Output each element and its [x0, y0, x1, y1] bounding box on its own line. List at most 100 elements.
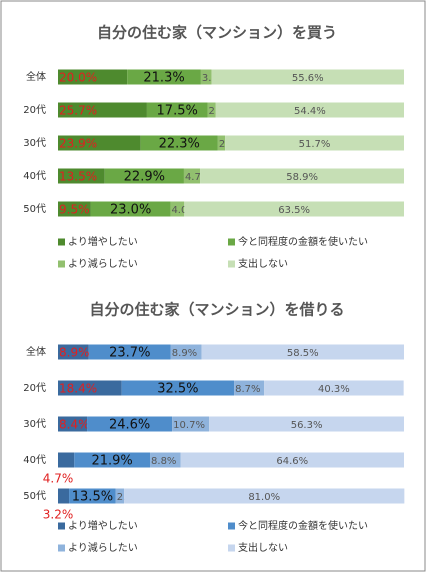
bar-segment — [146, 102, 208, 118]
legend-swatch — [58, 522, 65, 530]
value-label: 13.5% — [72, 490, 113, 505]
bar-segment — [201, 344, 404, 360]
bar-segment — [209, 416, 404, 432]
category-label: 50代 — [23, 490, 46, 502]
bar-segment — [184, 201, 404, 217]
bar-segment — [124, 488, 405, 504]
value-label: 58.5% — [287, 348, 319, 359]
bar-segment — [172, 416, 210, 432]
frame — [0, 0, 426, 572]
bar-segment — [58, 380, 122, 396]
bar-segment — [58, 69, 128, 85]
bar-segment — [207, 102, 216, 118]
value-label: 17.5% — [157, 104, 198, 119]
value-label: 8.9% — [59, 346, 90, 360]
category-label: 30代 — [23, 137, 46, 149]
bar-segment — [58, 344, 89, 360]
legend-label: 今と同程度の金額を使いたい — [238, 235, 368, 248]
chart-title: 自分の住む家（マンション）を買う — [97, 24, 337, 42]
legend-swatch — [228, 238, 235, 246]
value-label: 24.6% — [109, 418, 150, 433]
value-label: 55.6% — [292, 73, 324, 84]
bar-segment — [150, 452, 181, 468]
bar-segment — [127, 69, 201, 85]
legend-label: 今と同程度の金額を使いたい — [238, 519, 368, 532]
bar-segment — [170, 201, 185, 217]
bar-segment — [90, 201, 171, 217]
legend-label: より減らしたい — [68, 257, 138, 270]
value-label: 23.0% — [110, 203, 151, 218]
category-label: 50代 — [23, 203, 46, 215]
legend-swatch — [58, 260, 65, 268]
bar-segment — [140, 135, 218, 151]
bar-segment — [74, 452, 151, 468]
category-label: 全体 — [26, 70, 46, 83]
category-label: 20代 — [23, 382, 46, 394]
value-label: 4.7% — [43, 472, 74, 486]
bar-segment — [180, 452, 404, 468]
value-label: 4.7% — [185, 172, 210, 183]
bar-segment — [88, 344, 171, 360]
chart-title: 自分の住む家（マンション）を借りる — [89, 301, 344, 319]
legend-swatch — [228, 544, 235, 552]
value-label: 21.9% — [91, 454, 132, 469]
legend-swatch — [228, 522, 235, 530]
value-label: 51.7% — [299, 139, 331, 150]
legend-label: より減らしたい — [68, 541, 138, 554]
bar-segment — [58, 416, 88, 432]
value-label: 4.0% — [171, 205, 196, 216]
value-label: 25.7% — [59, 104, 97, 118]
category-label: 40代 — [23, 454, 46, 466]
category-label: 30代 — [23, 418, 46, 430]
value-label: 20.0% — [59, 71, 97, 85]
value-label: 3.2% — [43, 508, 74, 522]
value-label: 9.5% — [59, 203, 90, 217]
bar-segment — [234, 380, 265, 396]
bar-segment — [58, 488, 70, 504]
value-label: 8.8% — [151, 456, 176, 467]
category-label: 40代 — [23, 170, 46, 182]
bar-segment — [217, 135, 226, 151]
value-label: 22.9% — [124, 170, 165, 185]
bar-segment — [170, 344, 202, 360]
category-label: 20代 — [23, 104, 46, 116]
legend-swatch — [228, 260, 235, 268]
legend-label: より増やしたい — [68, 519, 138, 532]
value-label: 32.5% — [157, 382, 198, 397]
value-label: 40.3% — [318, 384, 350, 395]
value-label: 8.9% — [172, 348, 197, 359]
legend-label: より増やしたい — [68, 235, 138, 248]
legend-label: 支出しない — [238, 257, 288, 270]
legend-swatch — [58, 544, 65, 552]
bar-segment — [200, 69, 212, 85]
bar-segment — [183, 168, 201, 184]
bar-segment — [58, 452, 75, 468]
legend-label: 支出しない — [238, 541, 288, 554]
value-label: 21.3% — [143, 71, 184, 86]
value-label: 54.4% — [294, 106, 326, 117]
value-label: 64.6% — [276, 456, 308, 467]
bar-segment — [87, 416, 173, 432]
value-label: 63.5% — [278, 205, 310, 216]
bar-segment — [225, 135, 404, 151]
bar-segment — [58, 201, 91, 217]
legend-swatch — [58, 238, 65, 246]
value-label: 23.9% — [59, 137, 97, 151]
value-label: 10.7% — [173, 420, 205, 431]
bar-segment — [58, 102, 147, 118]
value-label: 22.3% — [159, 137, 200, 152]
bar-segment — [215, 102, 404, 118]
bar-segment — [58, 135, 141, 151]
bar-segment — [104, 168, 184, 184]
bar-segment — [264, 380, 404, 396]
value-label: 56.3% — [291, 420, 323, 431]
bar-segment — [211, 69, 404, 85]
value-label: 18.4% — [59, 382, 97, 396]
value-label: 8.7% — [235, 384, 260, 395]
value-label: 8.4% — [59, 418, 90, 432]
value-label: 23.7% — [109, 346, 150, 361]
category-label: 全体 — [26, 345, 46, 358]
bar-segment — [115, 488, 125, 504]
value-label: 81.0% — [248, 492, 280, 503]
